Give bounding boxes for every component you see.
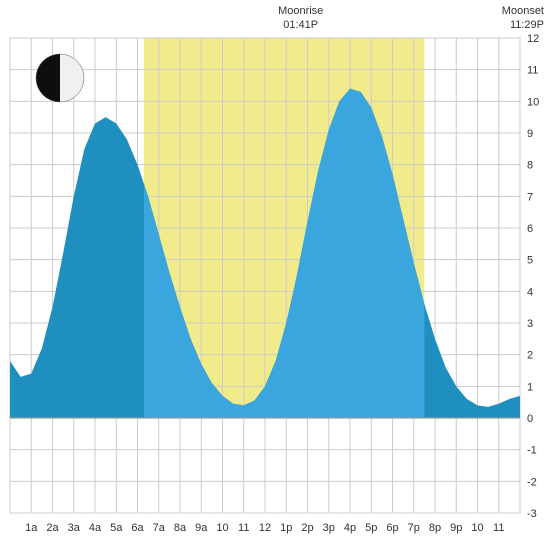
y-tick-label: 4: [527, 286, 533, 298]
y-tick-label: 2: [527, 350, 533, 362]
x-tick-label: 9p: [450, 522, 462, 534]
x-tick-label: 5p: [365, 522, 377, 534]
tide-chart: -3-2-101234567891011121a2a3a4a5a6a7a8a9a…: [0, 0, 550, 550]
y-tick-label: -1: [527, 445, 537, 457]
x-tick-label: 3a: [68, 522, 81, 534]
x-tick-label: 7a: [153, 522, 166, 534]
x-tick-label: 2p: [301, 522, 313, 534]
x-tick-label: 10: [216, 522, 228, 534]
x-tick-label: 7p: [408, 522, 420, 534]
y-tick-label: 9: [527, 128, 533, 140]
y-tick-label: 7: [527, 191, 533, 203]
x-tick-label: 11: [238, 522, 249, 534]
x-tick-label: 10: [471, 522, 483, 534]
header-time: 11:29P: [510, 19, 544, 31]
x-tick-label: 5a: [110, 522, 123, 534]
y-tick-label: 10: [527, 96, 539, 108]
y-tick-label: 11: [527, 65, 538, 77]
header-label: Moonset: [502, 5, 544, 17]
y-tick-label: 3: [527, 318, 533, 330]
y-tick-label: -2: [527, 476, 537, 488]
moon-phase-icon: [36, 54, 84, 102]
x-tick-label: 2a: [46, 522, 59, 534]
y-tick-label: 8: [527, 160, 533, 172]
x-tick-label: 11: [493, 522, 504, 534]
y-tick-label: 6: [527, 223, 533, 235]
x-tick-label: 3p: [323, 522, 335, 534]
x-tick-label: 1a: [25, 522, 38, 534]
x-tick-label: 9a: [195, 522, 208, 534]
y-tick-label: 1: [527, 381, 533, 393]
y-tick-label: 0: [527, 413, 533, 425]
header-label: Moonrise: [278, 5, 323, 17]
chart-svg: -3-2-101234567891011121a2a3a4a5a6a7a8a9a…: [0, 0, 550, 550]
x-tick-label: 12: [259, 522, 271, 534]
x-tick-label: 4p: [344, 522, 356, 534]
y-tick-label: -3: [527, 508, 537, 520]
x-tick-label: 1p: [280, 522, 292, 534]
x-tick-label: 6p: [386, 522, 398, 534]
x-tick-label: 8p: [429, 522, 441, 534]
y-tick-label: 5: [527, 255, 533, 267]
header-time: 01:41P: [283, 19, 318, 31]
x-tick-label: 4a: [89, 522, 102, 534]
x-tick-label: 6a: [131, 522, 144, 534]
y-tick-label: 12: [527, 33, 539, 45]
x-tick-label: 8a: [174, 522, 187, 534]
